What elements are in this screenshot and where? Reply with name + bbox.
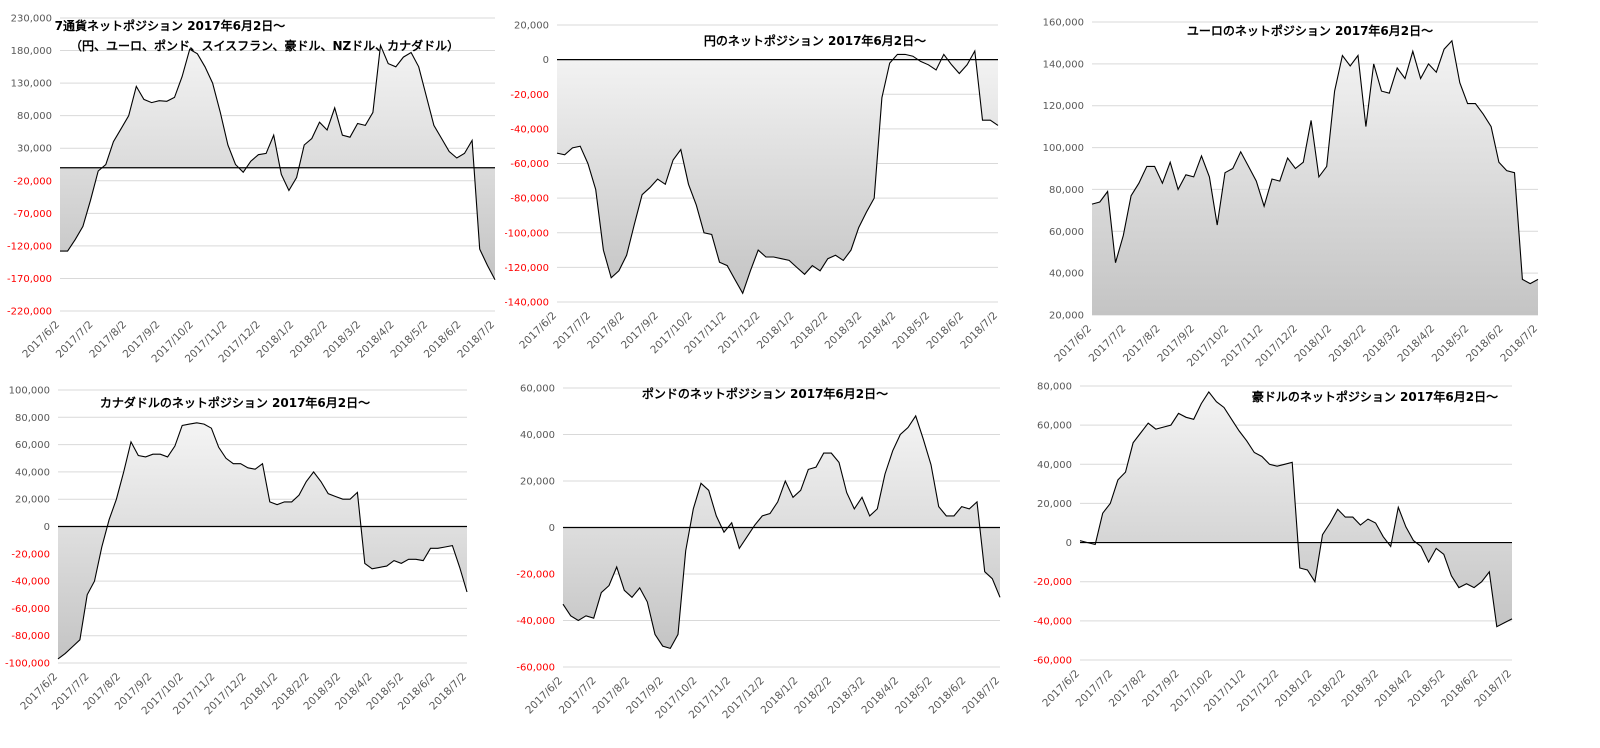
chart-subtitle: （円、ユーロ、ポンド、スイスフラン、豪ドル、NZドル、カナダドル） [70, 38, 459, 53]
chart-title: 7通貨ネットポジション 2017年6月2日～ [55, 18, 286, 33]
y-tick-label: 0 [549, 523, 555, 534]
chart-aud-svg: 80,000 60,000 40,000 20,000 0 -20,000 -40,000 -… [1033, 382, 1514, 715]
y-tick-label: -80,000 [510, 194, 549, 205]
chart-jpy-svg: 20,000 0 -20,000 -40,000 -60,000 -80,000 -100,… [504, 21, 1000, 357]
chart-title: 豪ドルのネットポジション 2017年6月2日～ [1252, 389, 1498, 404]
y-tick-label: -170,000 [7, 274, 52, 285]
y-tick-label: 0 [543, 55, 549, 66]
chart-gbp-svg: 60,000 40,000 20,000 0 -20,000 -40,000 -60,000… [516, 384, 1002, 722]
series-line [556, 49, 999, 295]
y-tick-label: -20,000 [510, 90, 549, 101]
chart-eur: 160,000 140,000 120,000 100,000 80,000 60,000… [1030, 0, 1550, 372]
series-line [57, 422, 468, 660]
series-line [1091, 39, 1539, 285]
y-tick-label: -40,000 [1033, 616, 1072, 627]
y-tick-label: 230,000 [11, 14, 52, 25]
y-tick-label: -220,000 [7, 307, 52, 318]
x-tick-label: 2018/7/2 [1498, 323, 1540, 365]
y-tick-label: 0 [1066, 538, 1072, 549]
series-line [60, 43, 496, 280]
chart-jpy: 20,000 0 -20,000 -40,000 -60,000 -80,000 -100,… [504, 0, 1025, 372]
y-tick-label: -140,000 [505, 298, 549, 309]
chart-title: カナダドルのネットポジション 2017年6月2日～ [100, 395, 370, 410]
x-tick-label: 2018/7/2 [455, 319, 497, 361]
y-tick-label: 60,000 [15, 440, 50, 451]
chart-title: ポンドのネットポジション 2017年6月2日～ [642, 386, 888, 401]
y-tick-label: 160,000 [1043, 18, 1084, 29]
y-tick-label: -60,000 [516, 663, 555, 674]
y-tick-label: 140,000 [1043, 59, 1084, 70]
y-tick-label: 40,000 [1049, 269, 1084, 280]
y-tick-label: 80,000 [1037, 382, 1072, 393]
y-tick-label: -120,000 [505, 263, 549, 274]
y-tick-label: 180,000 [11, 46, 52, 57]
series-area [563, 415, 1000, 649]
y-tick-label: -120,000 [7, 241, 52, 252]
y-tick-label: -60,000 [510, 159, 549, 170]
series-area [1092, 40, 1538, 316]
y-tick-label: 20,000 [514, 21, 549, 32]
chart-cad: 100,000 80,000 60,000 40,000 20,000 0 -20,000 -… [0, 380, 520, 744]
y-tick-label: -100,000 [5, 659, 50, 670]
y-tick-label: -40,000 [516, 616, 555, 627]
y-tick-label: 60,000 [520, 384, 555, 395]
chart-7-currencies-svg: 230,000 180,000 130,000 80,000 30,000 -20,000… [7, 14, 497, 366]
y-tick-label: 100,000 [9, 386, 50, 397]
y-tick-label: -40,000 [510, 124, 549, 135]
chart-cad-svg: 100,000 80,000 60,000 40,000 20,000 0 -20,000 -… [5, 386, 469, 718]
y-tick-label: 120,000 [1043, 101, 1084, 112]
y-tick-label: -70,000 [13, 209, 52, 220]
y-tick-label: 80,000 [1049, 185, 1084, 196]
y-tick-label: 80,000 [15, 413, 50, 424]
y-tick-label: 20,000 [15, 495, 50, 506]
y-tick-label: 60,000 [1049, 227, 1084, 238]
chart-title: ユーロのネットポジション 2017年6月2日～ [1187, 23, 1433, 38]
y-tick-label: 100,000 [1043, 143, 1084, 154]
y-tick-label: 40,000 [15, 467, 50, 478]
series-area [1080, 391, 1512, 627]
chart-gbp: 60,000 40,000 20,000 0 -20,000 -40,000 -60,000… [505, 380, 1025, 744]
y-tick-label: 20,000 [1049, 311, 1084, 322]
y-tick-label: -60,000 [1033, 656, 1072, 667]
series-line [562, 414, 1001, 650]
series-area [60, 45, 495, 280]
y-tick-label: 60,000 [1037, 421, 1072, 432]
y-tick-label: 20,000 [1037, 499, 1072, 510]
y-tick-label: -40,000 [11, 577, 50, 588]
y-tick-label: 40,000 [1037, 460, 1072, 471]
y-tick-label: -20,000 [516, 570, 555, 581]
y-tick-label: 0 [44, 522, 50, 533]
y-tick-label: 80,000 [17, 111, 52, 122]
chart-aud: 80,000 60,000 40,000 20,000 0 -20,000 -40,000 -… [1000, 372, 1600, 744]
y-tick-label: -60,000 [11, 604, 50, 615]
y-tick-label: 30,000 [17, 144, 52, 155]
y-tick-label: -80,000 [11, 631, 50, 642]
chart-eur-svg: 160,000 140,000 120,000 100,000 80,000 60,000… [1043, 18, 1540, 370]
x-tick-label: 2018/7/2 [958, 310, 1000, 352]
series-area [557, 51, 998, 294]
chart-7-currencies: 230,000 180,000 130,000 80,000 30,000 -20,000… [0, 0, 520, 372]
series-line [1079, 390, 1513, 628]
y-tick-label: 130,000 [11, 79, 52, 90]
y-tick-label: 20,000 [520, 477, 555, 488]
x-tick-label: 2018/7/2 [960, 675, 1002, 717]
y-tick-label: -20,000 [11, 549, 50, 560]
chart-title: 円のネットポジション 2017年6月2日～ [704, 33, 926, 48]
y-tick-label: -100,000 [505, 228, 549, 239]
series-area [58, 422, 467, 659]
y-tick-label: 40,000 [520, 430, 555, 441]
y-tick-label: -20,000 [1033, 577, 1072, 588]
y-tick-label: -20,000 [13, 176, 52, 187]
